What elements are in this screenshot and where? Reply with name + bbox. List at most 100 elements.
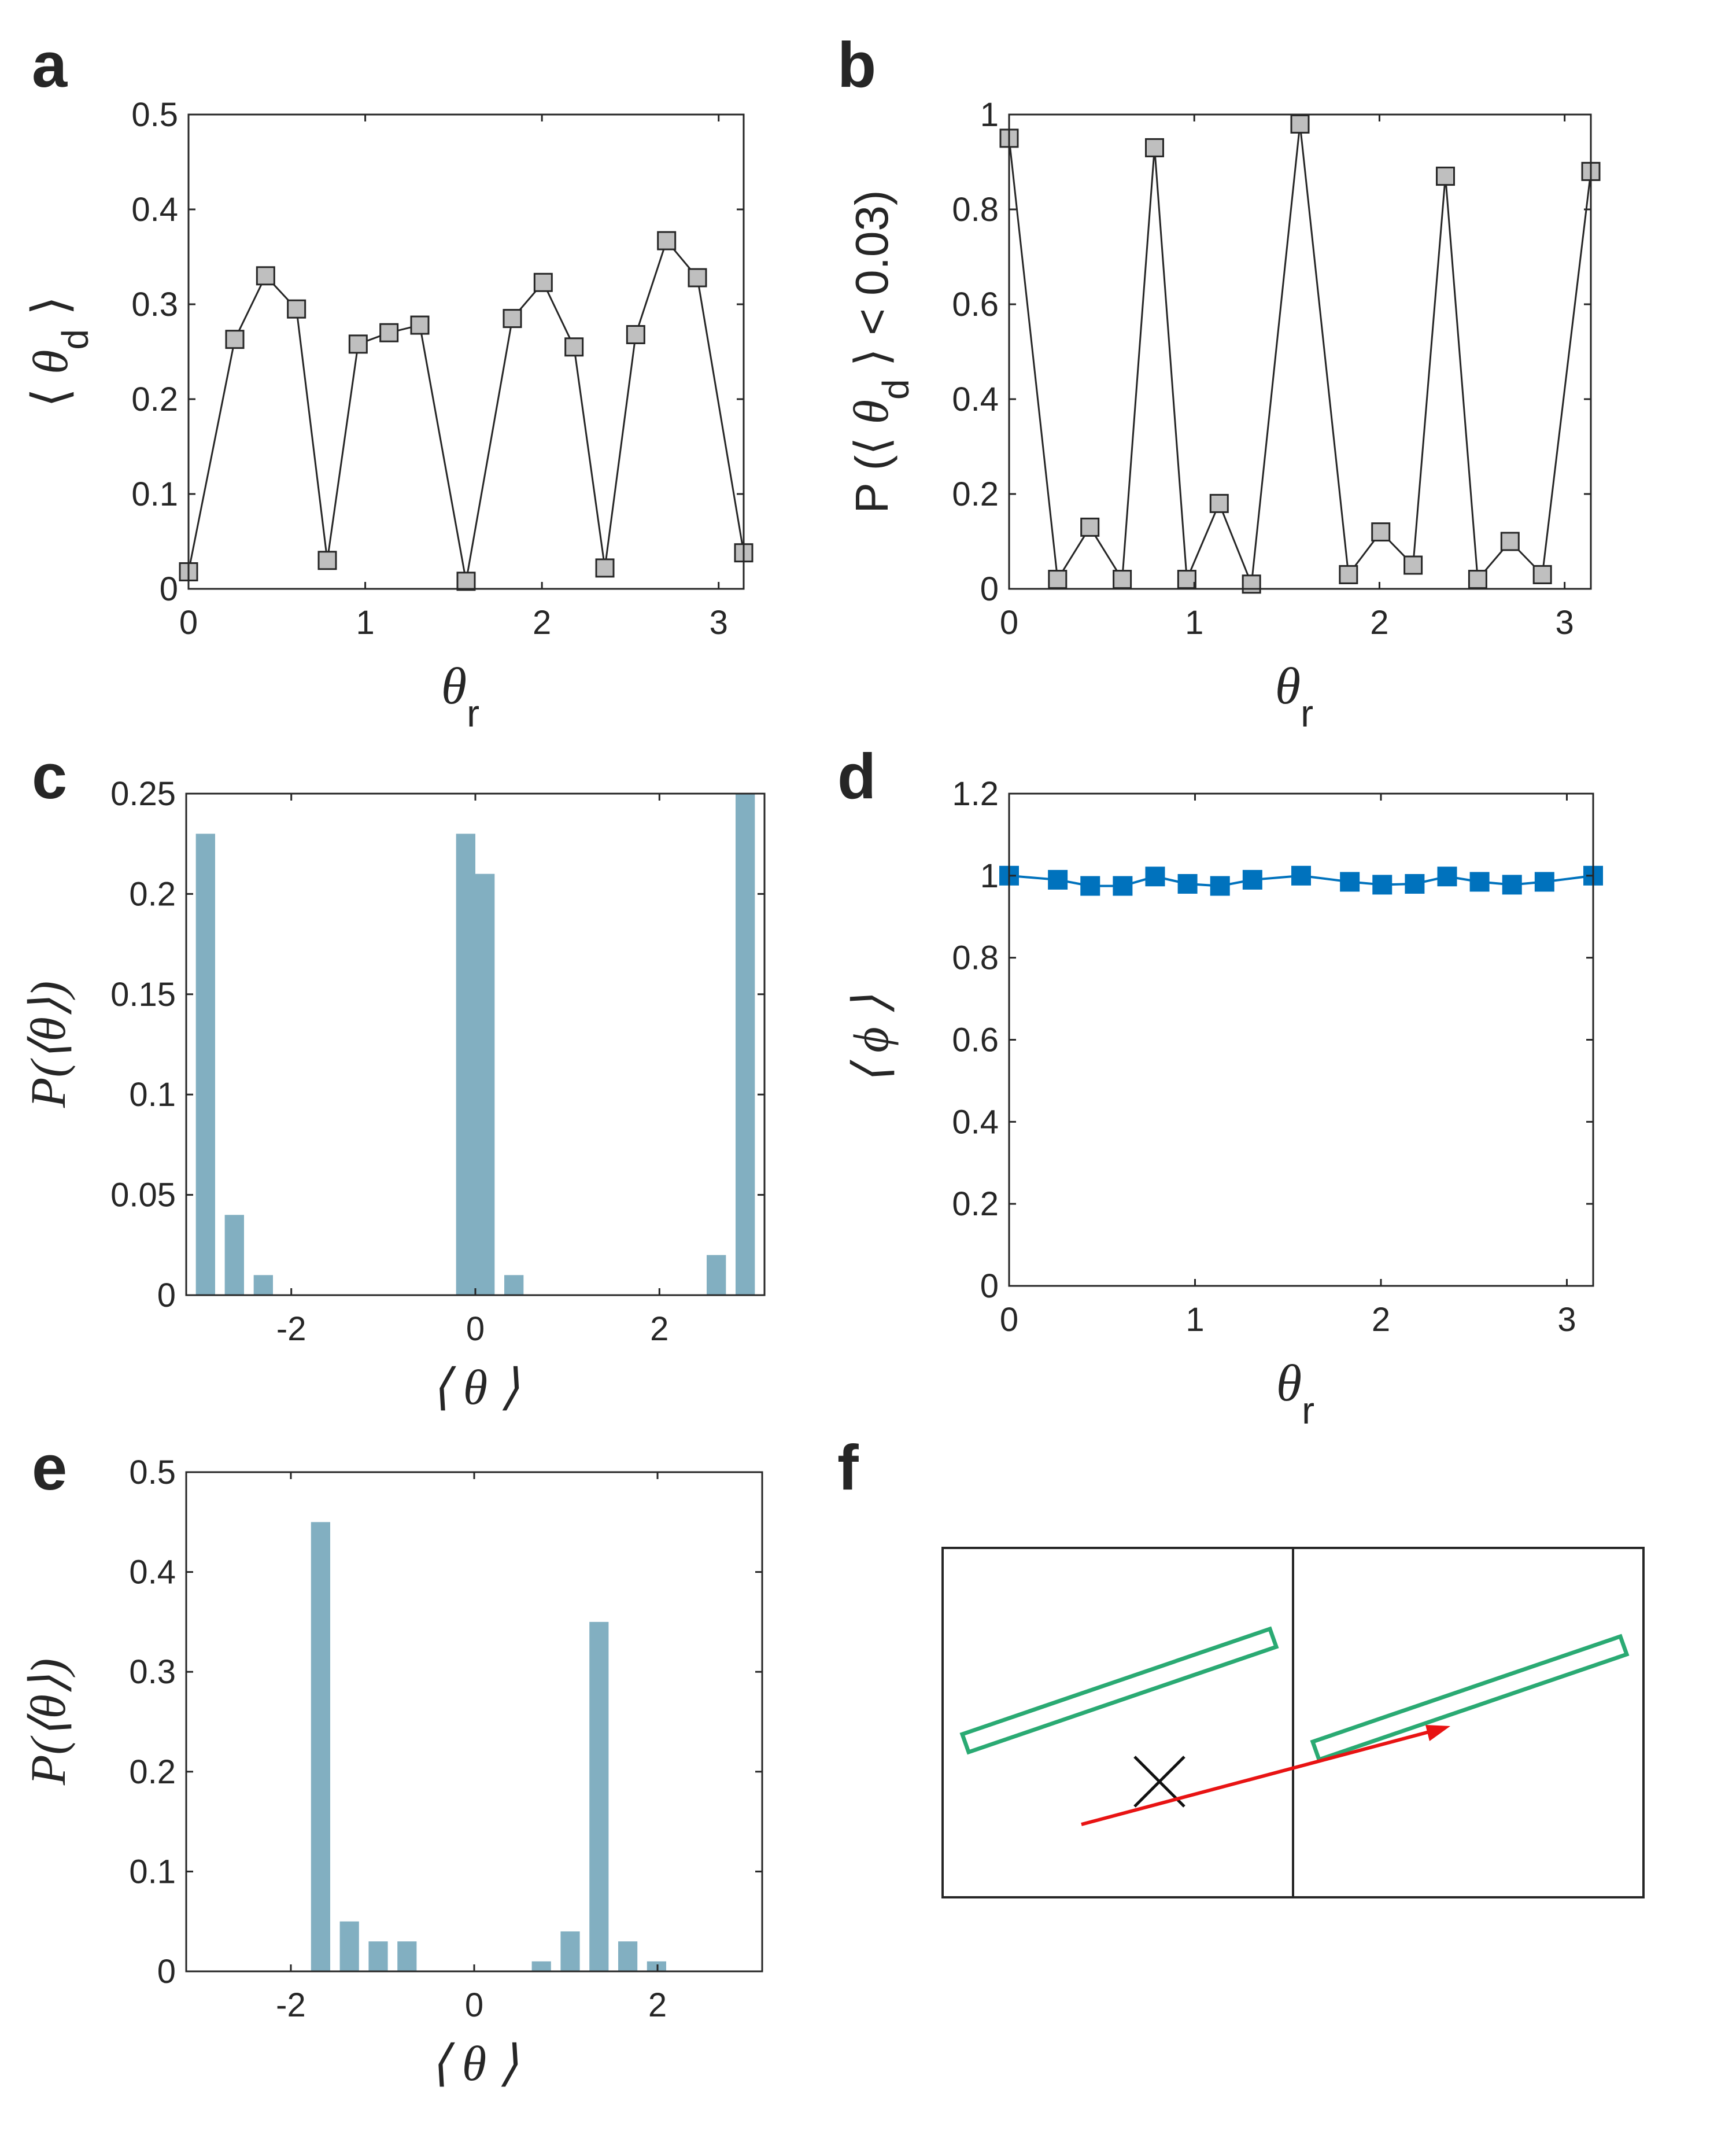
data-point xyxy=(1113,876,1133,896)
y-tick-label: 0 xyxy=(980,1267,999,1305)
bar xyxy=(475,873,495,1295)
y-tick-label: 0.2 xyxy=(952,1185,999,1223)
bar xyxy=(253,1275,274,1295)
panel-label-d: d xyxy=(837,741,876,812)
data-point xyxy=(1210,876,1230,896)
y-tick-label: 0.4 xyxy=(952,381,999,418)
data-point xyxy=(1145,138,1164,157)
y-tick-label: 0 xyxy=(157,1953,176,1990)
x-tick-label: 2 xyxy=(533,604,551,641)
y-tick-label: 0.05 xyxy=(110,1177,176,1214)
y-tick-label: 0 xyxy=(157,1277,176,1314)
y-axis-label: P (⟨ θd ⟩ < 0.03) xyxy=(843,190,917,513)
x-tick-label: 0 xyxy=(1000,1301,1018,1339)
data-point xyxy=(657,231,677,250)
right-rod xyxy=(1310,1634,1630,1763)
data-point xyxy=(410,315,430,335)
y-axis-label: ⟨ ϕ ⟩ xyxy=(843,995,899,1085)
data-point xyxy=(1532,565,1552,584)
red-arrow-head xyxy=(1425,1725,1450,1741)
x-axis-label: θr xyxy=(1276,1355,1314,1432)
data-point xyxy=(1048,869,1068,890)
panel-label-b: b xyxy=(837,30,876,101)
x-tick-label: -2 xyxy=(276,1986,306,2024)
x-axis-label: θr xyxy=(1275,658,1313,735)
data-point xyxy=(287,299,306,319)
y-axis-label: ⟨ θd ⟩ xyxy=(23,296,96,408)
data-point xyxy=(1209,493,1229,513)
data-point xyxy=(564,337,584,357)
bar xyxy=(589,1621,609,1971)
y-tick-label: 0.2 xyxy=(131,381,178,418)
panel-label-c: c xyxy=(32,741,67,812)
axes-box xyxy=(1008,113,1592,590)
data-point xyxy=(1371,522,1391,542)
x-tick-label: 0 xyxy=(1000,604,1018,641)
bar xyxy=(618,1941,638,1971)
data-point xyxy=(256,266,275,286)
y-tick-label: 1.2 xyxy=(952,775,999,813)
data-point xyxy=(1436,167,1455,186)
x-axis-label: ⟨ θ ⟩ xyxy=(431,1359,519,1415)
y-tick-label: 0.5 xyxy=(131,96,178,134)
y-tick-label: 1 xyxy=(980,96,999,134)
x-tick-label: 1 xyxy=(1185,604,1203,641)
panel-e: -2 0 2 0 0.1 0.2 0.3 0.4 0.5 ⟨ θ ⟩ P(⟨θ⟩) xyxy=(20,1454,763,2091)
data-point xyxy=(1080,876,1100,896)
data-point xyxy=(317,551,337,570)
data-point xyxy=(595,558,615,578)
data-point xyxy=(1502,875,1522,895)
panel-a: 0 1 2 3 0 0.1 0.2 0.3 0.4 0.5 θr ⟨ θd ⟩ xyxy=(23,96,754,735)
x-axis-label: ⟨ θ ⟩ xyxy=(430,2036,518,2091)
data-point xyxy=(626,325,645,344)
left-rod xyxy=(959,1626,1279,1755)
y-tick-label: 0.2 xyxy=(129,1753,176,1791)
y-tick-label: 0.3 xyxy=(129,1653,176,1691)
y-tick-label: 0 xyxy=(980,570,999,608)
y-tick-label: 0.4 xyxy=(952,1103,999,1141)
bar xyxy=(224,1215,244,1295)
x-tick-label: 0 xyxy=(179,604,198,641)
x-tick-label: 0 xyxy=(465,1986,483,2024)
panel-b: 0 1 2 3 0 0.2 0.4 0.6 0.8 1 θr P (⟨ θd ⟩ < 0.03) xyxy=(843,96,1601,735)
data-point xyxy=(1113,570,1132,589)
x-tick-label: 2 xyxy=(650,1310,668,1348)
data-point xyxy=(1500,532,1520,551)
axes-box xyxy=(187,113,745,590)
y-tick-label: 0.4 xyxy=(129,1554,176,1591)
data-point xyxy=(1469,872,1490,892)
x-tick-label: 3 xyxy=(1556,604,1574,641)
red-arrow-shaft xyxy=(1081,1730,1432,1826)
data-point xyxy=(1048,570,1068,589)
cross-marker-stroke-2 xyxy=(1133,1756,1185,1808)
bar xyxy=(339,1921,359,1971)
data-point xyxy=(1339,565,1358,584)
y-tick-label: 0.8 xyxy=(952,939,999,977)
y-tick-label: 0.1 xyxy=(131,475,178,513)
y-tick-label: 0.4 xyxy=(131,191,178,228)
data-point xyxy=(1145,867,1165,887)
x-tick-label: 2 xyxy=(1372,1301,1390,1339)
panel-label-f: f xyxy=(837,1432,859,1503)
y-axis-label: P(⟨θ⟩) xyxy=(20,981,76,1108)
data-point xyxy=(1372,875,1393,895)
data-point xyxy=(456,572,476,591)
bar xyxy=(368,1941,388,1971)
y-tick-label: 0.1 xyxy=(129,1076,176,1114)
y-tick-label: 0.2 xyxy=(952,475,999,513)
y-tick-label: 0 xyxy=(160,570,178,608)
y-tick-label: 0.6 xyxy=(952,1022,999,1059)
y-tick-label: 0.8 xyxy=(952,191,999,228)
bar xyxy=(397,1941,417,1971)
data-point xyxy=(1468,570,1487,589)
bar xyxy=(195,834,215,1295)
y-tick-label: 0.6 xyxy=(952,286,999,323)
data-point xyxy=(1437,867,1457,887)
x-tick-label: 2 xyxy=(1370,604,1388,641)
data-point xyxy=(1403,555,1423,575)
y-axis-label: P(⟨θ⟩) xyxy=(20,1658,76,1786)
data-point xyxy=(1177,874,1198,894)
y-tick-label: 1 xyxy=(980,857,999,895)
bar xyxy=(504,1275,524,1295)
